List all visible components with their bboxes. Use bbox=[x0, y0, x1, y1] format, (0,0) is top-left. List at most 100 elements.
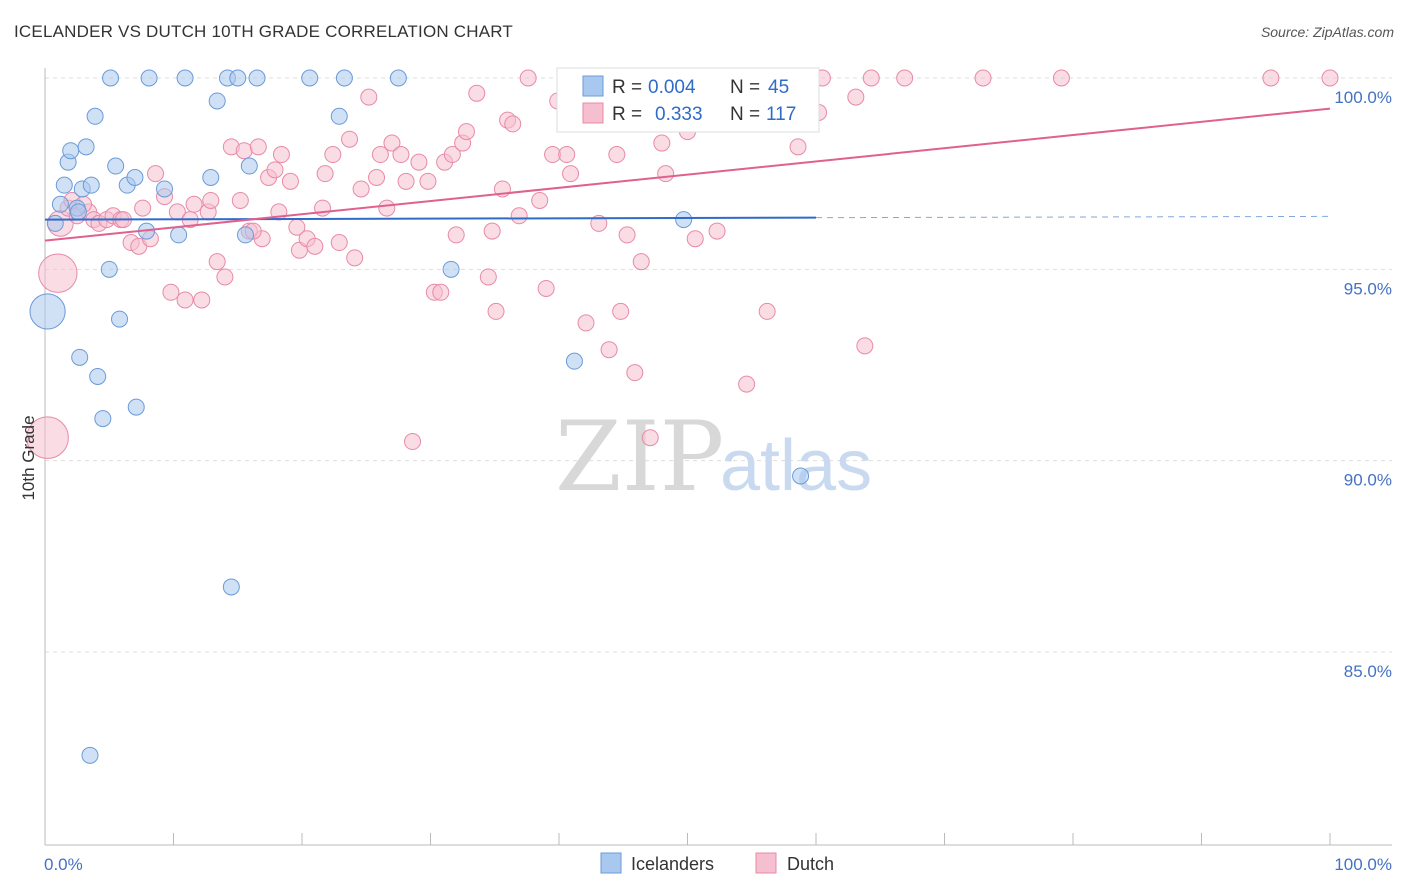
dutch-point bbox=[368, 168, 386, 186]
dutch-point bbox=[266, 161, 284, 179]
dutch-point bbox=[600, 341, 618, 359]
icelanders-point bbox=[29, 293, 66, 330]
dutch-point bbox=[847, 88, 865, 106]
bottom-legend: Icelanders Dutch bbox=[600, 852, 834, 874]
dutch-point bbox=[758, 302, 776, 320]
dutch-point bbox=[134, 199, 152, 217]
legend-r-label-2: R = bbox=[612, 104, 642, 125]
icelanders-point bbox=[675, 211, 693, 229]
source-label: Source: ZipAtlas.com bbox=[1260, 24, 1394, 40]
dutch-point bbox=[397, 172, 415, 190]
dutch-point bbox=[272, 146, 290, 164]
legend-n-value-2: 117 bbox=[766, 104, 796, 125]
dutch-point bbox=[504, 115, 522, 133]
legend-r-value-1: 0.004 bbox=[648, 77, 696, 98]
dutch-point bbox=[193, 291, 211, 309]
icelanders-point bbox=[202, 168, 220, 186]
legend-swatch-icelanders bbox=[582, 75, 604, 97]
dutch-point bbox=[626, 364, 644, 382]
dutch-point bbox=[544, 146, 562, 164]
icelanders-point bbox=[71, 348, 89, 366]
y-tick-label: 90.0% bbox=[1344, 471, 1392, 490]
dutch-point bbox=[235, 142, 253, 160]
x-tick-labels: 0.0% 100.0% bbox=[44, 855, 1392, 874]
dutch-point bbox=[1262, 69, 1280, 87]
icelanders-point bbox=[77, 138, 95, 156]
dutch-point bbox=[341, 130, 359, 148]
icelanders-point bbox=[248, 69, 266, 87]
icelanders-point bbox=[51, 195, 69, 213]
bottom-legend-swatch-icelanders bbox=[600, 852, 622, 874]
icelanders-point bbox=[107, 157, 125, 175]
dutch-point bbox=[306, 237, 324, 255]
icelanders-point bbox=[94, 410, 112, 428]
icelanders-point bbox=[335, 69, 353, 87]
dutch-point bbox=[468, 84, 486, 102]
dutch-point bbox=[231, 191, 249, 209]
dutch-point bbox=[896, 69, 914, 87]
dutch-point bbox=[657, 165, 675, 183]
dutch-point bbox=[510, 207, 528, 225]
chart-title: ICELANDER VS DUTCH 10TH GRADE CORRELATIO… bbox=[14, 22, 514, 41]
icelanders-point bbox=[442, 260, 460, 278]
icelanders-point bbox=[792, 467, 810, 485]
icelanders-point bbox=[55, 176, 73, 194]
y-tick-label: 95.0% bbox=[1344, 279, 1392, 298]
icelanders-point bbox=[236, 226, 254, 244]
icelanders-point bbox=[301, 69, 319, 87]
dutch-point bbox=[562, 165, 580, 183]
icelanders-point bbox=[102, 69, 120, 87]
icelanders-point bbox=[46, 214, 64, 232]
y-tick-label: 85.0% bbox=[1344, 662, 1392, 681]
dutch-point bbox=[856, 337, 874, 355]
dutch-point bbox=[862, 69, 880, 87]
dutch-point bbox=[38, 253, 78, 293]
dutch-point bbox=[1052, 69, 1070, 87]
icelanders-trend-extension bbox=[815, 215, 1331, 219]
icelanders-point bbox=[330, 107, 348, 125]
dutch-point bbox=[447, 226, 465, 244]
dutch-point bbox=[281, 172, 299, 190]
icelanders-point bbox=[389, 69, 407, 87]
dutch-point bbox=[708, 222, 726, 240]
dutch-point bbox=[632, 253, 650, 271]
icelanders-point bbox=[127, 398, 145, 416]
dutch-point bbox=[202, 191, 220, 209]
watermark-zip: ZIP bbox=[555, 401, 724, 513]
watermark-atlas: atlas bbox=[720, 426, 872, 506]
bottom-legend-dutch: Dutch bbox=[787, 854, 834, 874]
y-tick-label: 100.0% bbox=[1334, 88, 1392, 107]
bottom-legend-icelanders: Icelanders bbox=[631, 854, 714, 874]
dutch-point bbox=[371, 146, 389, 164]
y-axis-label: 10th Grade bbox=[19, 415, 38, 500]
legend-r-label-1: R = bbox=[612, 77, 642, 98]
dutch-point bbox=[378, 199, 396, 217]
dutch-trend-line bbox=[44, 107, 1331, 242]
dutch-point bbox=[432, 283, 450, 301]
dutch-point bbox=[590, 214, 608, 232]
dutch-point bbox=[392, 146, 410, 164]
icelanders-point bbox=[229, 69, 247, 87]
icelanders-point bbox=[82, 176, 100, 194]
icelanders-point bbox=[100, 260, 118, 278]
dutch-point bbox=[537, 279, 555, 297]
dutch-series bbox=[26, 69, 1339, 460]
icelanders-point bbox=[140, 69, 158, 87]
dutch-point bbox=[346, 249, 364, 267]
dutch-point bbox=[479, 268, 497, 286]
icelanders-point bbox=[176, 69, 194, 87]
dutch-point bbox=[208, 253, 226, 271]
dutch-point bbox=[531, 191, 549, 209]
dutch-point bbox=[618, 226, 636, 244]
dutch-point bbox=[483, 222, 501, 240]
dutch-point bbox=[330, 234, 348, 252]
dutch-point bbox=[147, 165, 165, 183]
dutch-point bbox=[26, 416, 69, 460]
icelanders-point bbox=[222, 578, 240, 596]
y-tick-labels: 85.0% 90.0% 95.0% 100.0% bbox=[1334, 88, 1392, 681]
legend-r-value-2: 0.333 bbox=[655, 104, 703, 125]
dutch-point bbox=[738, 375, 756, 393]
dutch-point bbox=[324, 146, 342, 164]
icelanders-point bbox=[240, 157, 258, 175]
